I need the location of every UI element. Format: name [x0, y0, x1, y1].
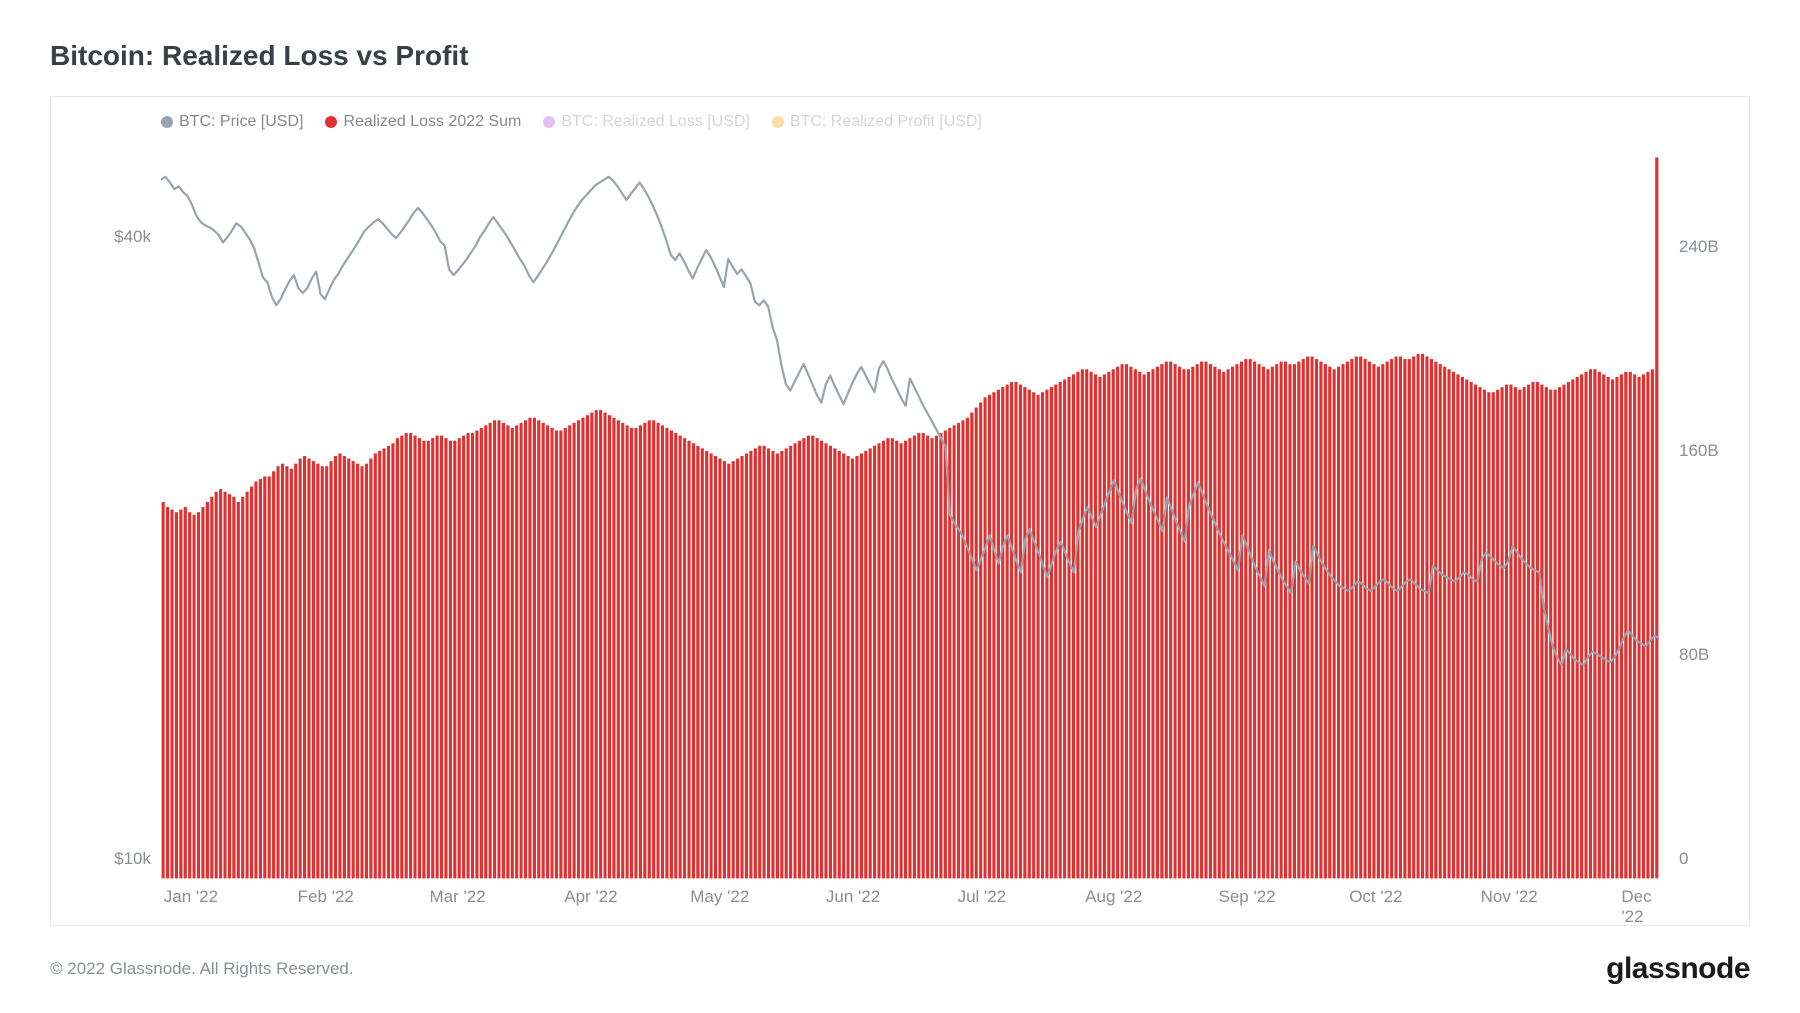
brand-logo: glassnode — [1606, 952, 1750, 986]
legend: BTC: Price [USD] Realized Loss 2022 Sum BT… — [51, 109, 1749, 135]
legend-label: BTC: Realized Loss [USD] — [561, 113, 750, 131]
legend-dot — [161, 116, 173, 128]
y-right-tick: 80B — [1679, 645, 1759, 665]
y-right-tick: 0 — [1679, 849, 1759, 869]
copyright-text: © 2022 Glassnode. All Rights Reserved. — [50, 959, 354, 979]
legend-item[interactable]: Realized Loss 2022 Sum — [325, 113, 521, 131]
y-left-tick: $40k — [51, 227, 151, 247]
x-tick: Jan '22 — [164, 887, 218, 907]
x-tick: Mar '22 — [430, 887, 486, 907]
legend-dot — [772, 116, 784, 128]
legend-label: BTC: Price [USD] — [179, 113, 303, 131]
legend-dot — [325, 116, 337, 128]
x-tick: Oct '22 — [1349, 887, 1402, 907]
chart-svg — [161, 139, 1659, 879]
chart-title: Bitcoin: Realized Loss vs Profit — [50, 40, 1750, 72]
bars-group — [161, 157, 1659, 879]
x-tick: Feb '22 — [298, 887, 354, 907]
legend-dot — [543, 116, 555, 128]
legend-item[interactable]: BTC: Price [USD] — [161, 113, 303, 131]
legend-label: Realized Loss 2022 Sum — [343, 113, 521, 131]
x-tick: May '22 — [690, 887, 749, 907]
y-axis-left: $40k $10k — [51, 139, 151, 879]
x-tick: Sep '22 — [1218, 887, 1275, 907]
x-axis: Jan '22 Feb '22 Mar '22 Apr '22 May '22 Jun '… — [161, 887, 1659, 913]
y-axis-right: 240B160B80B0 — [1669, 139, 1749, 879]
y-left-tick: $10k — [51, 849, 151, 869]
x-tick: Jun '22 — [826, 887, 880, 907]
x-tick: Jul '22 — [958, 887, 1007, 907]
x-tick: Dec '22 — [1621, 887, 1651, 927]
legend-item[interactable]: BTC: Realized Loss [USD] — [543, 113, 750, 131]
x-tick: Apr '22 — [564, 887, 617, 907]
footer: © 2022 Glassnode. All Rights Reserved. g… — [50, 952, 1750, 986]
legend-item[interactable]: BTC: Realized Profit [USD] — [772, 113, 982, 131]
plot-area — [161, 139, 1659, 879]
y-right-tick: 160B — [1679, 441, 1759, 461]
x-tick: Nov '22 — [1481, 887, 1538, 907]
y-right-tick: 240B — [1679, 237, 1759, 257]
x-tick: Aug '22 — [1085, 887, 1142, 907]
chart-container: BTC: Price [USD] Realized Loss 2022 Sum BT… — [50, 96, 1750, 926]
legend-label: BTC: Realized Profit [USD] — [790, 113, 982, 131]
